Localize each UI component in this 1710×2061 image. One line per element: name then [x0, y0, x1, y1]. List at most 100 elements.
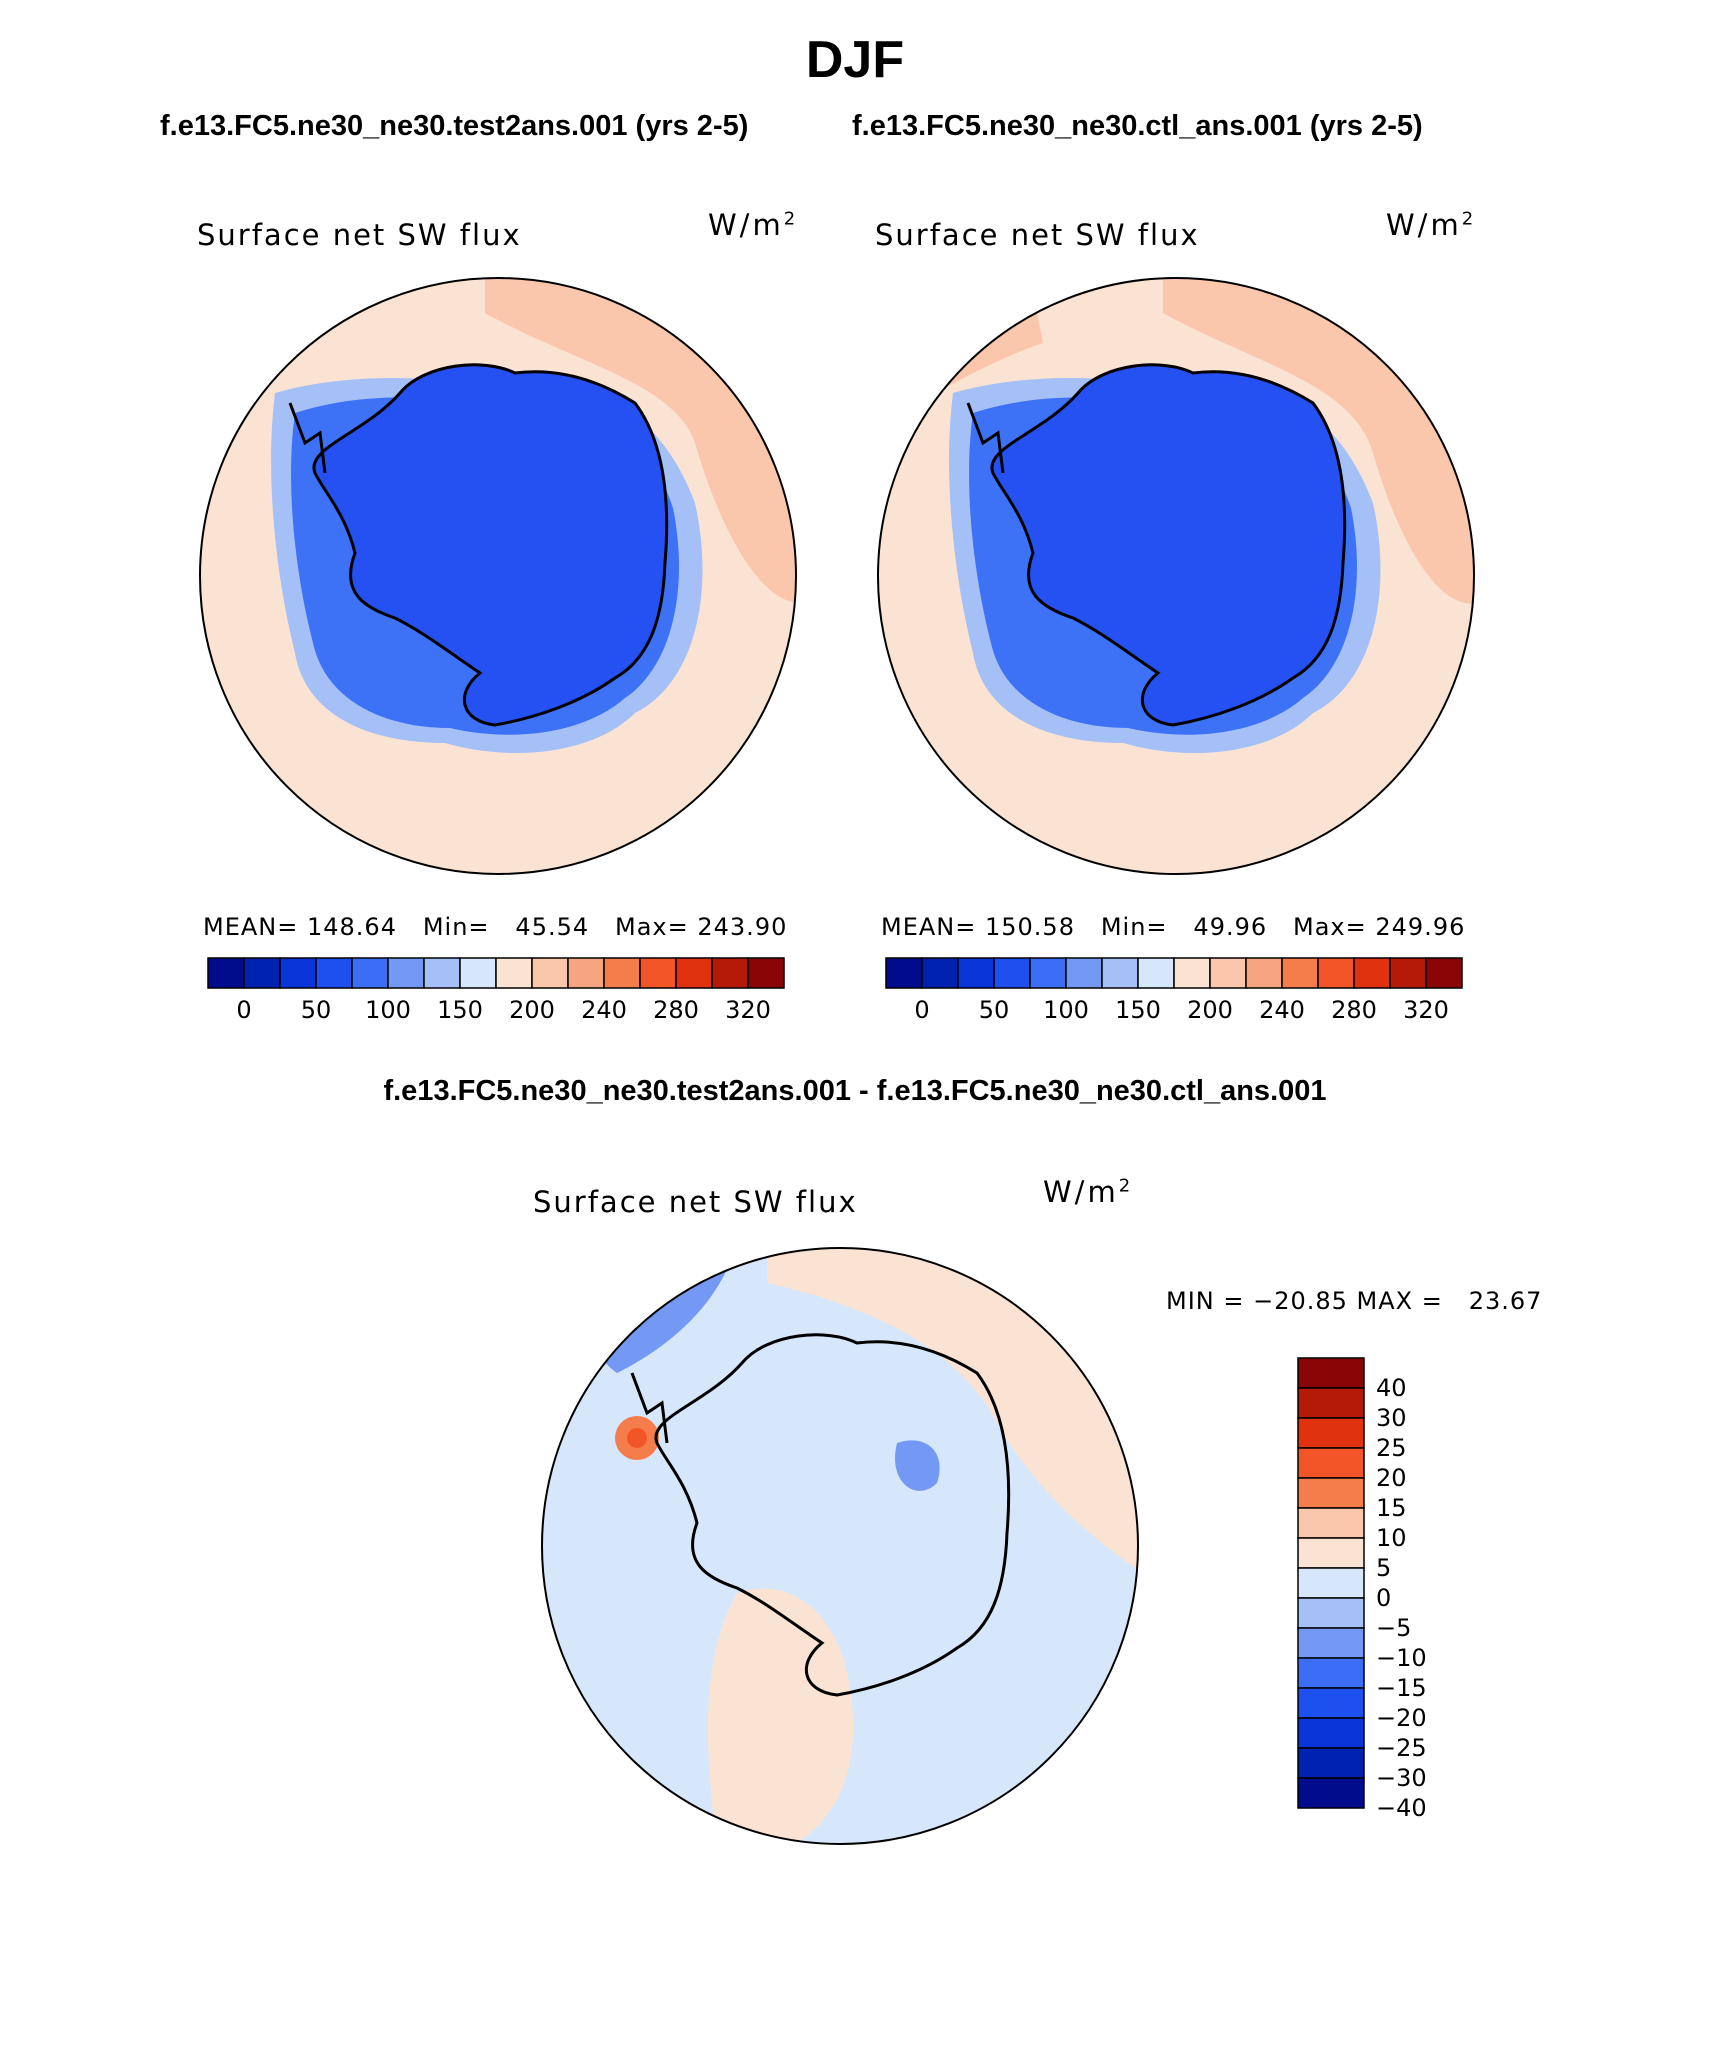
- colorbar-swatch: [711, 957, 749, 989]
- colorbar-tick-label: 200: [509, 996, 555, 1024]
- antarctica: [990, 363, 1347, 727]
- colorbar-swatch: [1297, 1387, 1365, 1419]
- colorbar-tick-label: 280: [653, 996, 699, 1024]
- colorbar-swatch: [1317, 957, 1355, 989]
- colorbar-swatch: [1297, 1717, 1365, 1749]
- diff-units: W/m2: [1043, 1175, 1134, 1209]
- positive-anomaly-core: [627, 1428, 647, 1448]
- colorbar-tick-label: 320: [1403, 996, 1449, 1024]
- peninsula-coast: [288, 402, 327, 474]
- colorbar-tick-label: 40: [1376, 1374, 1407, 1402]
- colorbar-tick-label: 10: [1376, 1524, 1407, 1552]
- panel-1-colorbar: 0 50 100 150 200 240 280 320: [207, 957, 785, 1024]
- panel-2-stats: MEAN= 150.58 Min= 49.96 Max= 249.96: [881, 913, 1466, 941]
- panel-1-case-title: f.e13.FC5.ne30_ne30.test2ans.001 (yrs 2-…: [160, 110, 749, 142]
- colorbar-tick-label: 200: [1187, 996, 1233, 1024]
- colorbar-tick-label: 50: [301, 996, 332, 1024]
- figure-title: DJF: [805, 31, 905, 89]
- panel-2-units: W/m2: [1386, 208, 1477, 242]
- colorbar-swatch: [531, 957, 569, 989]
- colorbar-tick-label: −20: [1376, 1704, 1427, 1732]
- colorbar-swatch: [1065, 957, 1103, 989]
- colorbar-tick-label: −10: [1376, 1644, 1427, 1672]
- map-boundary: [199, 277, 797, 875]
- colorbar-swatch: [603, 957, 641, 989]
- colorbar-swatch: [1209, 957, 1247, 989]
- colorbar-tick-label: −15: [1376, 1674, 1427, 1702]
- panel-2-variable-label: Surface net SW flux: [875, 218, 1200, 252]
- panel-2-colorbar: 0 50 100 150 200 240 280 320: [885, 957, 1463, 1024]
- colorbar-swatch: [675, 957, 713, 989]
- colorbar-swatch: [459, 957, 497, 989]
- colorbar-tick-label: 100: [365, 996, 411, 1024]
- colorbar-swatch: [1389, 957, 1427, 989]
- panel-1-units: W/m2: [708, 208, 799, 242]
- colorbar-swatch: [207, 957, 245, 989]
- positive-anomaly-patch: [708, 1588, 854, 1844]
- panel-2-case-title: f.e13.FC5.ne30_ne30.ctl_ans.001 (yrs 2-5…: [852, 110, 1423, 142]
- map-boundary: [541, 1247, 1139, 1845]
- panel-1-variable-label: Surface net SW flux: [197, 218, 522, 252]
- colorbar-swatch: [639, 957, 677, 989]
- colorbar-swatch: [1297, 1507, 1365, 1539]
- peninsula-coast: [966, 402, 1005, 474]
- colorbar-swatch: [1425, 957, 1463, 989]
- colorbar-swatch: [747, 957, 785, 989]
- colorbar-swatch: [1297, 1537, 1365, 1569]
- peninsula-coast: [630, 1372, 669, 1444]
- colorbar-swatch: [279, 957, 317, 989]
- colorbar-swatch: [1297, 1747, 1365, 1779]
- colorbar-swatch: [1297, 1627, 1365, 1659]
- colorbar-tick-label: 240: [1259, 996, 1305, 1024]
- colorbar-tick-label: 50: [979, 996, 1010, 1024]
- colorbar-swatch: [1281, 957, 1319, 989]
- colorbar-swatch: [1137, 957, 1175, 989]
- colorbar-swatch: [1297, 1657, 1365, 1689]
- colorbar-tick-label: 5: [1376, 1554, 1391, 1582]
- colorbar-swatch: [243, 957, 281, 989]
- colorbar-swatch: [1297, 1597, 1365, 1629]
- negative-anomaly-patch: [895, 1440, 940, 1491]
- colorbar-tick-label: 30: [1376, 1404, 1407, 1432]
- diff-variable-label: Surface net SW flux: [533, 1185, 858, 1219]
- colorbar-swatch: [1297, 1477, 1365, 1509]
- colorbar-swatch: [957, 957, 995, 989]
- colorbar-tick-label: 150: [437, 996, 483, 1024]
- colorbar-tick-label: −25: [1376, 1734, 1427, 1762]
- colorbar-swatch: [1173, 957, 1211, 989]
- colorbar-tick-label: 320: [725, 996, 771, 1024]
- colorbar-tick-label: 15: [1376, 1494, 1407, 1522]
- colorbar-swatch: [1297, 1687, 1365, 1719]
- antarctica-coastline: [654, 1333, 1011, 1697]
- colorbar-tick-label: 150: [1115, 996, 1161, 1024]
- colorbar-swatch: [567, 957, 605, 989]
- colorbar-tick-label: 240: [581, 996, 627, 1024]
- colorbar-swatch: [1297, 1357, 1365, 1389]
- colorbar-tick-label: 25: [1376, 1434, 1407, 1462]
- colorbar-tick-label: 0: [1376, 1584, 1391, 1612]
- colorbar-swatch: [1101, 957, 1139, 989]
- difference-polar-map: [541, 1247, 1139, 1845]
- colorbar-swatch: [1297, 1447, 1365, 1479]
- colorbar-swatch: [1245, 957, 1283, 989]
- colorbar-tick-label: 280: [1331, 996, 1377, 1024]
- antarctica: [312, 363, 669, 727]
- colorbar-tick-label: 0: [914, 996, 929, 1024]
- colorbar-swatch: [351, 957, 389, 989]
- colorbar-swatch: [1353, 957, 1391, 989]
- panel-2-polar-map: [877, 277, 1475, 875]
- colorbar-swatch: [1029, 957, 1067, 989]
- colorbar-tick-label: 20: [1376, 1464, 1407, 1492]
- panel-1-polar-map: [199, 277, 797, 875]
- colorbar-swatch: [315, 957, 353, 989]
- colorbar-swatch: [1297, 1567, 1365, 1599]
- diff-stats: MIN = −20.85 MAX = 23.67: [1166, 1287, 1543, 1315]
- colorbar-swatch: [1297, 1777, 1365, 1809]
- colorbar-tick-label: 0: [236, 996, 251, 1024]
- colorbar-swatch: [495, 957, 533, 989]
- difference-title: f.e13.FC5.ne30_ne30.test2ans.001 - f.e13…: [383, 1075, 1327, 1107]
- colorbar-swatch: [1297, 1417, 1365, 1449]
- colorbar-tick-label: −30: [1376, 1764, 1427, 1792]
- colorbar-tick-label: −5: [1376, 1614, 1411, 1642]
